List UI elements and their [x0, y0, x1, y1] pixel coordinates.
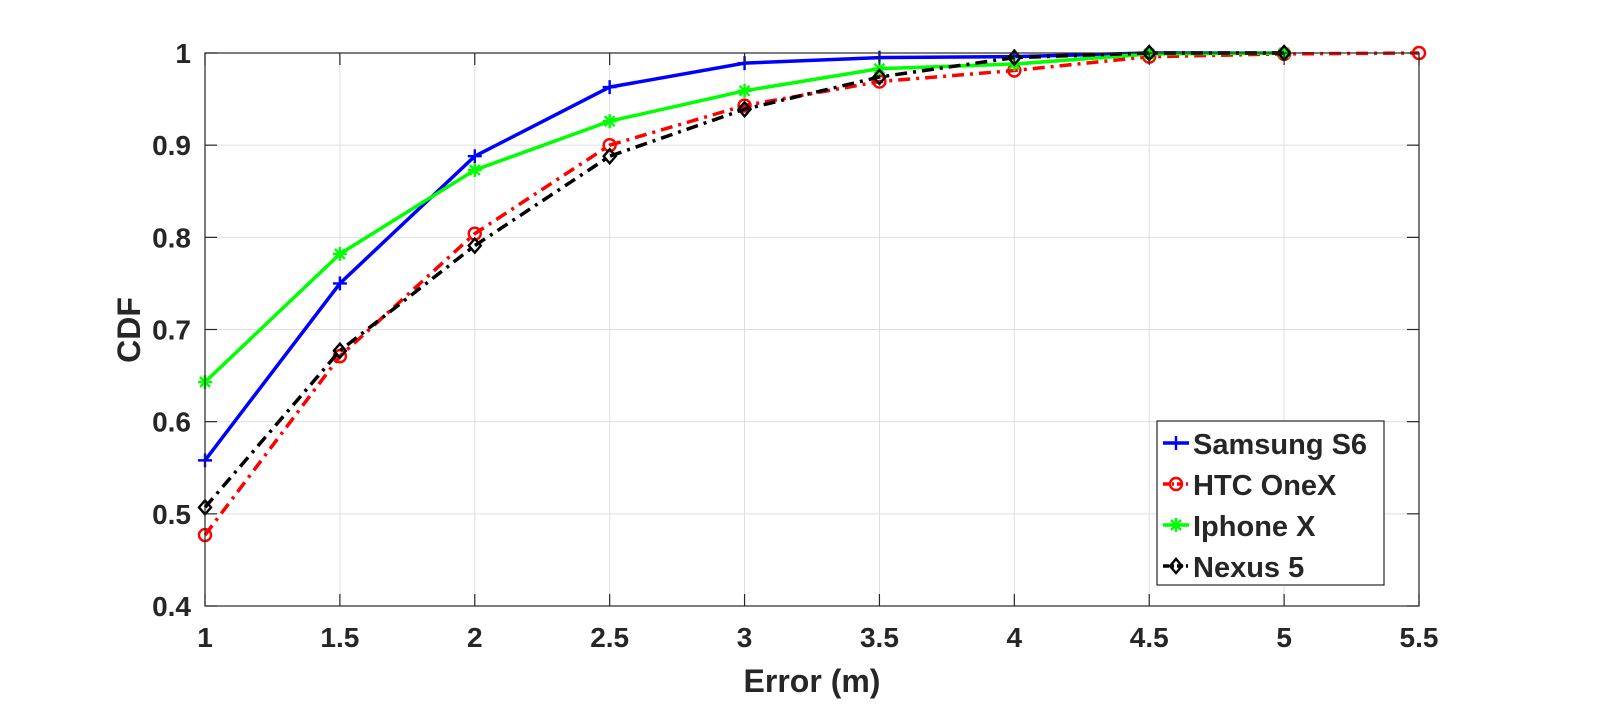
- data-point-htc-onex: [602, 137, 617, 153]
- data-point-nexus-5: [602, 147, 618, 166]
- data-point-nexus-5: [871, 68, 888, 86]
- x-tick-label: 5: [1276, 622, 1292, 653]
- y-tick-label: 1: [175, 38, 191, 69]
- series-line-htc-onex: [203, 51, 1420, 537]
- x-tick-label: 1: [197, 622, 213, 653]
- data-point-nexus-5: [467, 236, 483, 255]
- y-tick-label: 0.5: [152, 499, 191, 530]
- axis-ticks: 1 1.5 2 2.5 3 3.5 4 4.5 5 5.5 0.4 0.5 0.6 0.7 0.8 0.9 1: [152, 38, 1438, 653]
- data-point-nexus-5: [332, 341, 348, 360]
- data-point-htc-onex: [737, 98, 752, 113]
- x-tick-label: 4: [1007, 622, 1023, 653]
- y-axis-label: CDF: [111, 297, 147, 363]
- y-tick-label: 0.9: [152, 130, 191, 161]
- data-point-samsung-s6: [602, 80, 617, 95]
- x-tick-label: 3.5: [860, 622, 899, 653]
- x-tick-label: 2: [467, 622, 483, 653]
- legend-label-samsung-s6: Samsung S6: [1193, 429, 1367, 461]
- data-point-iphone-x: [602, 114, 617, 129]
- data-point-nexus-5: [736, 100, 753, 119]
- data-point-iphone-x: [737, 83, 752, 98]
- x-axis-label: Error (m): [744, 663, 881, 699]
- legend-marker-htc-onex: [1168, 476, 1184, 492]
- x-tick-label: 2.5: [590, 622, 629, 653]
- legend-label-iphone-x: Iphone X: [1193, 511, 1316, 543]
- legend-label-htc-onex: HTC OneX: [1193, 470, 1337, 502]
- y-tick-label: 0.8: [152, 222, 191, 253]
- legend-box: [1156, 420, 1385, 586]
- x-tick-label: 5.5: [1400, 622, 1439, 653]
- data-point-iphone-x: [467, 163, 482, 178]
- x-tick-label: 3: [737, 622, 753, 653]
- x-tick-label: 4.5: [1130, 622, 1169, 653]
- legend-marker-iphone-x: [1169, 518, 1183, 532]
- data-point-iphone-x: [332, 246, 347, 261]
- x-tick-label: 1.5: [320, 622, 359, 653]
- legend-marker-nexus-5: [1168, 557, 1184, 575]
- legend-marker-samsung-s6: [1169, 436, 1183, 450]
- legend-label-nexus-5: Nexus 5: [1193, 552, 1304, 584]
- legend: Samsung S6 HTC OneX Iphone X Nexus 5: [1156, 420, 1385, 586]
- data-point-samsung-s6: [332, 276, 347, 291]
- y-tick-label: 0.7: [152, 315, 191, 346]
- series-line-nexus-5: [203, 51, 1285, 509]
- data-point-samsung-s6: [467, 149, 482, 164]
- y-tick-label: 0.6: [152, 407, 191, 438]
- y-tick-label: 0.4: [152, 591, 191, 622]
